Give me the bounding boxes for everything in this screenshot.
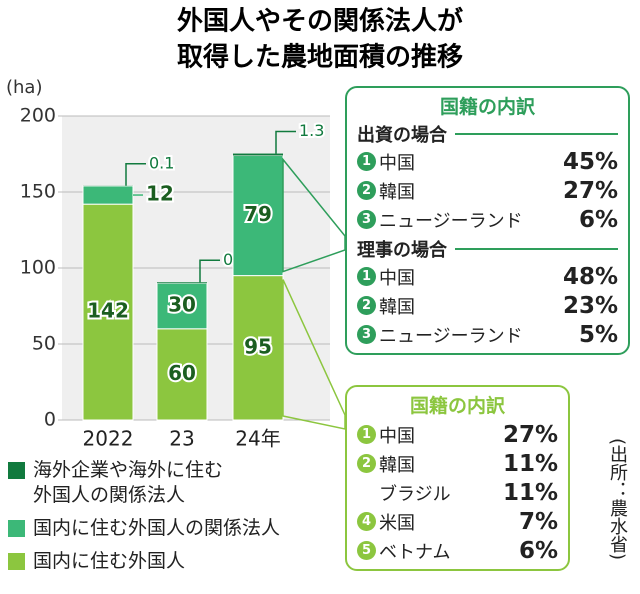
- share: 6%: [578, 206, 618, 233]
- x-tick-label: 23: [169, 427, 194, 451]
- x-tick-label: 24年: [235, 427, 280, 451]
- rank: 4: [357, 512, 376, 531]
- value-label: 95: [244, 334, 272, 358]
- y-tick-label: 50: [32, 333, 56, 355]
- bar-segment: [82, 203, 134, 421]
- country: 中国: [379, 267, 415, 289]
- share: 23%: [562, 292, 618, 319]
- legend-entry: 海外企業や海外に住む外国人の関係法人: [8, 458, 280, 508]
- country: ニュージーランド: [379, 325, 523, 347]
- legend-entry: 国内に住む外国人: [8, 549, 280, 574]
- legend: 海外企業や海外に住む外国人の関係法人国内に住む外国人の関係法人 国内に住む外国人: [8, 458, 280, 582]
- value-label: 79: [244, 202, 272, 226]
- breakdown-item: 1 中国 48%: [357, 262, 618, 291]
- chart-title: 外国人やその関係法人が: [177, 6, 463, 37]
- breakdown-item: 1 中国 27%: [357, 420, 558, 449]
- rank: 2: [357, 454, 376, 473]
- x-tick-label: 2022: [83, 427, 134, 451]
- y-axis-label: (ha): [6, 77, 42, 98]
- value-label: 1.3: [299, 121, 324, 140]
- section-heading: 理事の場合: [357, 236, 618, 262]
- breakdown-box: 国籍の内訳 1 中国 27% 2 韓国 11% ブラジル 11% 4 米国 7% 5 ベトナム 6%: [345, 385, 570, 571]
- share: 45%: [562, 148, 618, 175]
- breakdown-item: 3 ニュージーランド 5%: [357, 320, 618, 349]
- y-tick-label: 100: [20, 257, 56, 279]
- y-tick-label: 200: [20, 105, 56, 127]
- leader-line: [199, 259, 220, 283]
- y-tick-label: 150: [20, 181, 56, 203]
- bar-segment: [232, 275, 284, 421]
- breakdown-box: 国籍の内訳 出資の場合 1 中国 45% 2 韓国 27% 3 ニュージーランド 6% 理事の場合 1 中…: [345, 86, 630, 355]
- breakdown-item: 3 ニュージーランド 6%: [357, 205, 618, 234]
- section-heading: 出資の場合: [357, 121, 618, 147]
- breakdown-item: 1 中国 45%: [357, 147, 618, 176]
- bar-segment: [156, 282, 208, 330]
- country: 韓国: [379, 296, 415, 318]
- bar-segment: [233, 153, 283, 156]
- rank: 2: [357, 181, 376, 200]
- share: 6%: [518, 537, 558, 564]
- value-label: 142: [87, 299, 129, 323]
- rank: 3: [357, 210, 376, 229]
- country: 米国: [379, 512, 415, 534]
- leader-line: [275, 130, 296, 154]
- value-label: 0.1: [149, 153, 174, 172]
- value-label: 60: [168, 361, 196, 385]
- country: 中国: [379, 152, 415, 174]
- legend-label: 国内に住む外国人の関係法人: [33, 517, 281, 539]
- legend-label: 国内に住む外国人: [33, 550, 186, 572]
- breakdown-item: 2 韓国 27%: [357, 176, 618, 205]
- rank: 3: [357, 325, 376, 344]
- country: 韓国: [379, 454, 415, 476]
- breakdown-title: 国籍の内訳: [409, 395, 505, 417]
- country: 中国: [379, 425, 415, 447]
- rank: 2: [357, 296, 376, 315]
- value-label: 12: [146, 182, 174, 206]
- legend-entry: 国内に住む外国人の関係法人: [8, 516, 280, 541]
- breakdown-item: 2 韓国 23%: [357, 291, 618, 320]
- y-tick-label: 0: [44, 409, 56, 431]
- share: 5%: [578, 321, 618, 348]
- breakdown-title: 国籍の内訳: [439, 96, 535, 118]
- legend-swatch: [8, 520, 25, 537]
- rank: 1: [357, 152, 376, 171]
- share: 7%: [518, 508, 558, 535]
- share: 27%: [502, 421, 558, 448]
- leader-line: [125, 163, 146, 186]
- country: ベトナム: [379, 541, 451, 563]
- country: ニュージーランド: [379, 210, 523, 232]
- legend-label: 海外企業や海外に住む外国人の関係法人: [33, 459, 224, 506]
- bar-segment: [82, 185, 134, 205]
- breakdown-item: 5 ベトナム 6%: [357, 536, 558, 565]
- share: 11%: [502, 450, 558, 477]
- share: 27%: [562, 177, 618, 204]
- chart-title: 取得した農地面積の推移: [177, 43, 463, 73]
- rank: 5: [357, 541, 376, 560]
- bar-segment: [232, 155, 284, 277]
- rank: 1: [357, 267, 376, 286]
- share: 11%: [502, 479, 558, 506]
- share: 48%: [562, 263, 618, 290]
- breakdown-item: 4 米国 7%: [357, 507, 558, 536]
- source: (出所：農水省): [607, 438, 628, 561]
- country: 韓国: [379, 181, 415, 203]
- breakdown-item: ブラジル 11%: [357, 478, 558, 507]
- rank: 1: [357, 425, 376, 444]
- bar-segment: [156, 328, 208, 421]
- legend-swatch: [8, 462, 25, 479]
- breakdown-item: 2 韓国 11%: [357, 449, 558, 478]
- legend-swatch: [8, 553, 25, 570]
- bar-segment: [157, 282, 207, 284]
- country: ブラジル: [379, 483, 451, 505]
- value-label: 30: [168, 293, 196, 317]
